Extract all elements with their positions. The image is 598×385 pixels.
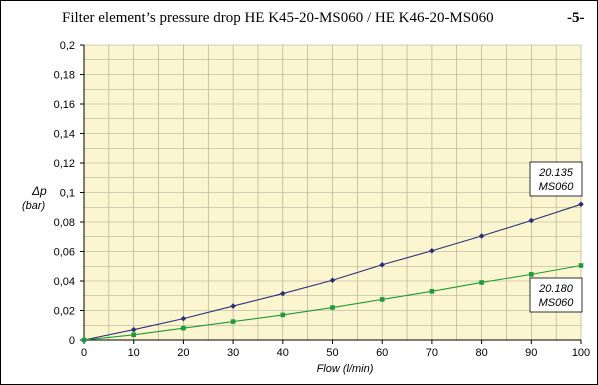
x-tick-label: 30: [227, 347, 239, 359]
data-point: [280, 290, 286, 297]
series-label-line2: MS060: [539, 181, 575, 193]
data-point: [379, 297, 385, 302]
series-label-line1: 20.135: [538, 167, 574, 179]
series-labels: 20.135 MS060 20.180 MS060: [529, 161, 583, 313]
x-tick-label: 100: [572, 347, 590, 359]
data-point: [379, 261, 385, 268]
x-tick-label: 20: [177, 347, 189, 359]
y-tick-label: 0,08: [54, 217, 75, 229]
y-tick-label: 0,12: [54, 158, 75, 170]
data-point: [429, 289, 435, 294]
y-tick-label: 0,02: [54, 306, 75, 318]
data-point: [230, 319, 236, 324]
y-tick-label: 0,18: [54, 70, 75, 82]
y-tick-labels: 0 0,02 0,04 0,06 0,08 0,1 0,12 0,14 0,16 0,18 0,2: [54, 40, 84, 347]
data-point: [81, 337, 87, 343]
data-point: [280, 312, 286, 318]
x-tick-label: 90: [525, 347, 537, 359]
data-point: [479, 280, 484, 285]
x-tick-label: 50: [326, 347, 338, 359]
data-point: [130, 326, 137, 333]
y-tick-label: 0,16: [54, 99, 75, 111]
y-axis-symbol: Δp: [31, 184, 47, 198]
page-number: -5-: [567, 10, 585, 26]
series-label-2: 20.180 MS060: [529, 277, 583, 313]
y-tick-label: 0,2: [60, 40, 75, 52]
y-tick-label: 0,14: [54, 129, 75, 141]
x-tick-label: 40: [277, 347, 289, 359]
y-tick-label: 0: [69, 335, 75, 347]
x-tick-label: 60: [376, 347, 388, 359]
data-point: [181, 325, 186, 331]
data-point: [578, 201, 584, 208]
series-label-line2: MS060: [539, 297, 575, 309]
data-point: [429, 247, 435, 254]
data-point: [330, 305, 335, 310]
data-point: [180, 315, 187, 322]
data-point: [529, 272, 534, 277]
data-point: [329, 277, 336, 284]
y-axis-unit: (bar): [22, 200, 46, 212]
x-tick-label: 0: [81, 347, 87, 359]
series-2: [81, 263, 584, 343]
data-point: [131, 332, 136, 338]
series-label-box: [529, 161, 583, 197]
data-point: [478, 233, 485, 239]
x-tick-label: 10: [128, 347, 140, 359]
x-tick-label: 80: [475, 347, 487, 359]
grid-lines: [83, 44, 582, 341]
chart-title: Filter element’s pressure drop HE K45-20…: [62, 10, 494, 26]
x-tick-labels: 0 10 20 30 40 50 60 70 80 90 100: [81, 340, 590, 359]
y-tick-label: 0,04: [54, 276, 75, 288]
x-axis-label: Flow (l/min): [317, 363, 374, 375]
y-tick-label: 0,1: [60, 188, 75, 200]
series-label-box: [529, 277, 583, 313]
y-tick-label: 0,06: [54, 247, 75, 259]
x-tick-label: 70: [426, 347, 438, 359]
data-point: [528, 217, 535, 224]
data-point: [578, 263, 584, 268]
series-label-1: 20.135 MS060: [529, 161, 583, 197]
data-point: [230, 303, 236, 309]
series-label-line1: 20.180: [538, 283, 574, 295]
series-group: [81, 201, 584, 343]
